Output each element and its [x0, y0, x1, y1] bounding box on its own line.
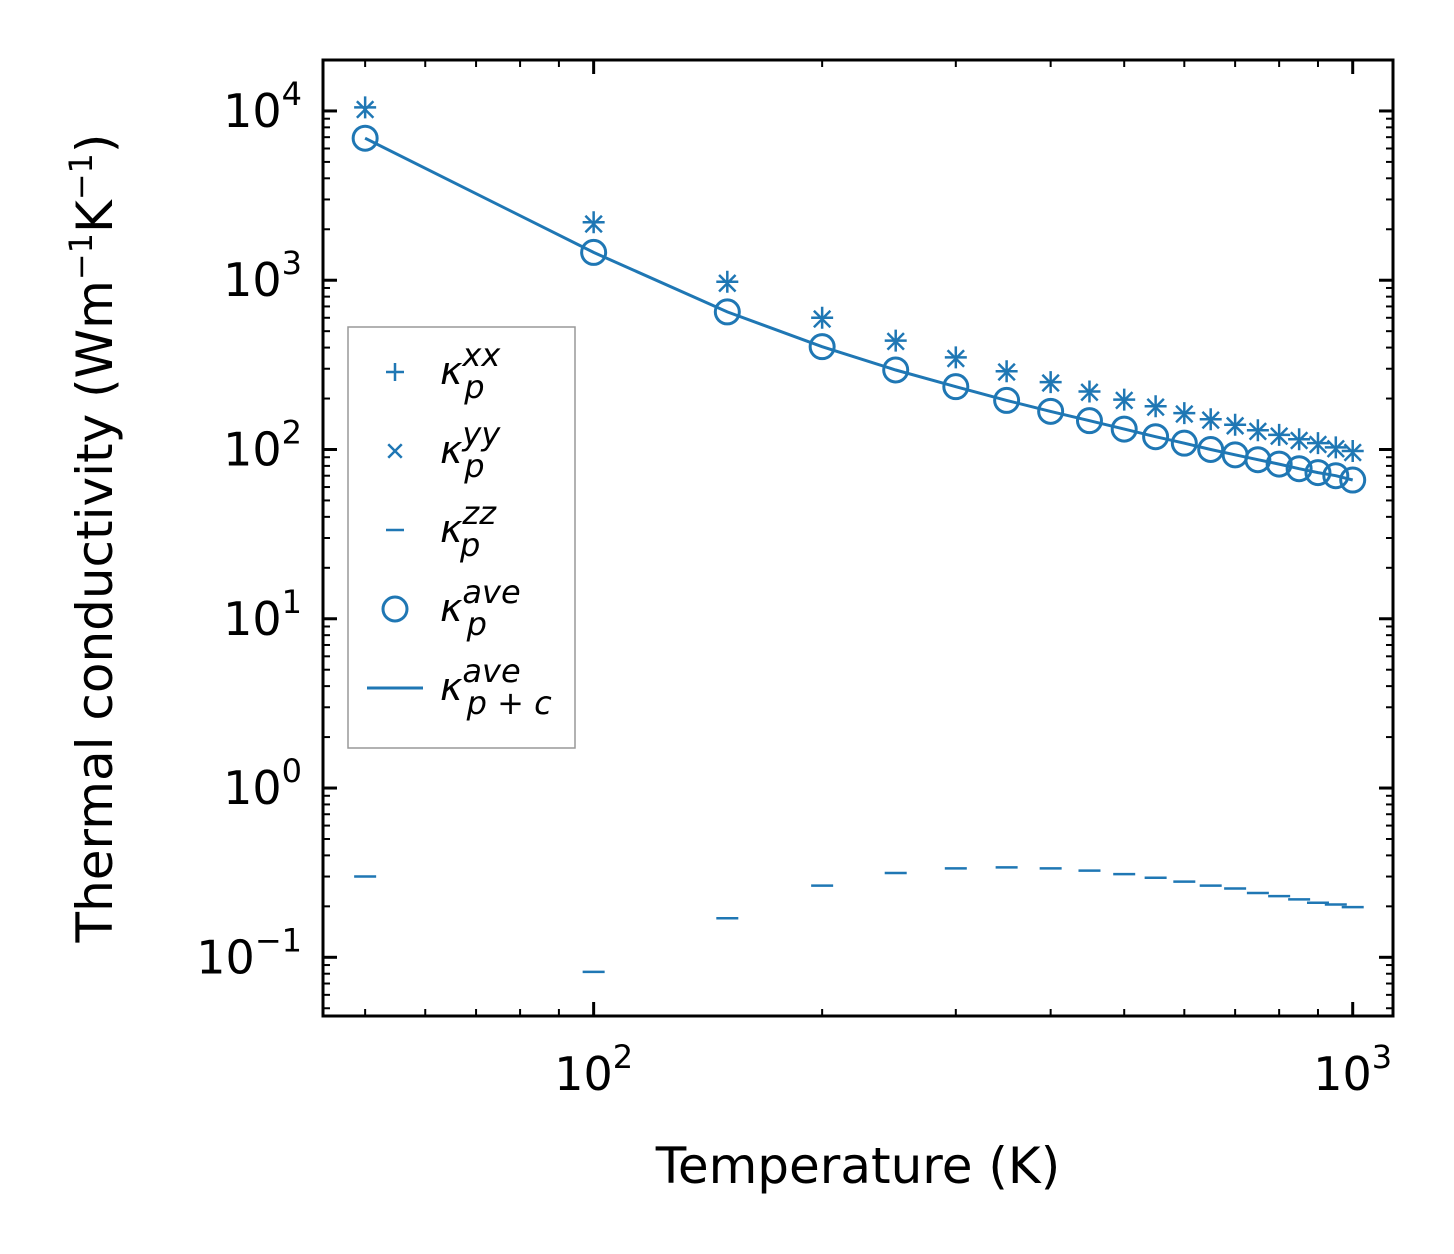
y-tick-label: 102 [223, 413, 302, 476]
legend-label-kappa_pc_ave: κave p + c [440, 652, 552, 722]
point-kappa_p_yy [1041, 373, 1060, 393]
y-axis-title-base: Thermal conductivity (Wm [66, 280, 124, 943]
point-kappa_p_ave [1285, 455, 1313, 483]
y-tick-label: 100 [223, 752, 302, 815]
y-axis-title-sup1: −1 [62, 233, 100, 280]
point-kappa_p_yy [1270, 426, 1289, 446]
legend-label-kappa_p_zz: κzz p [440, 494, 497, 564]
point-kappa_p_yy [946, 349, 965, 368]
legend-entry-kappa_p_ave: κave p [381, 573, 521, 643]
point-kappa_p_ave [351, 124, 379, 152]
y-tick-label: 103 [223, 244, 302, 307]
point-kappa_p_ave [1339, 466, 1367, 494]
legend-entry-kappa_pc_ave: κave p + c [367, 652, 552, 722]
point-kappa_p_ave [1265, 450, 1293, 478]
point-kappa_p_ave [1197, 435, 1225, 463]
point-kappa_p_ave [1037, 397, 1065, 425]
point-kappa_p_ave [1304, 459, 1332, 487]
x-tick-label: 103 [1313, 1038, 1392, 1101]
line-kappa_pc_ave [364, 136, 1354, 482]
point-kappa_p_ave [1244, 446, 1272, 474]
legend: κxx p κyy p κzz p κave p κave p + c [347, 326, 576, 749]
point-kappa_p_yy [1080, 383, 1099, 402]
y-tick-label: 101 [223, 583, 302, 646]
point-kappa_p_yy [1115, 391, 1134, 410]
series-kappa_pc_ave [364, 136, 1354, 482]
y-tick-label: 10−1 [196, 921, 302, 984]
point-kappa_p_yy [1225, 416, 1245, 435]
point-kappa_p_yy [1326, 439, 1345, 458]
point-kappa_p_yy [1175, 404, 1194, 424]
series-kappa_p_yy [356, 100, 1362, 462]
point-kappa_p_ave [808, 333, 836, 361]
point-kappa_p_ave [1322, 462, 1350, 490]
point-kappa_p_yy [1289, 431, 1309, 450]
tick-labels: 104 103 102 101 100 10−1 102 103 [196, 75, 1392, 1101]
point-kappa_p_ave [1142, 423, 1170, 451]
point-kappa_p_ave [882, 356, 910, 384]
series-kappa_p_ave [351, 124, 1367, 494]
point-kappa_p_yy [886, 332, 905, 351]
point-kappa_p_yy [356, 100, 375, 119]
point-kappa_p_yy [584, 214, 603, 234]
legend-label-kappa_p_xx: κxx p [440, 336, 501, 406]
data-series [351, 96, 1367, 974]
legend-entry-kappa_p_zz: κzz p [386, 494, 497, 564]
y-axis-title-sup2: −1 [62, 153, 100, 200]
point-kappa_p_yy [1248, 422, 1268, 441]
point-kappa_p_yy [1308, 435, 1328, 454]
legend-marker-kappa_p_ave [381, 595, 409, 623]
point-kappa_p_ave [1110, 415, 1138, 443]
point-kappa_p_yy [718, 274, 737, 293]
legend-label-kappa_p_yy: κyy p [440, 415, 501, 485]
legend-label-kappa_p_ave: κave p [440, 573, 521, 643]
y-tick-label: 104 [223, 75, 302, 138]
point-kappa_p_yy [1146, 397, 1165, 417]
point-kappa_p_ave [942, 373, 970, 401]
point-kappa_p_yy [1201, 411, 1220, 430]
legend-marker-kappa_p_xx [386, 363, 404, 381]
point-kappa_p_ave [1075, 407, 1103, 435]
point-kappa_p_ave [713, 298, 741, 326]
point-kappa_p_yy [997, 362, 1016, 382]
y-axis-title-end: ) [66, 134, 124, 154]
legend-entry-kappa_p_yy: κyy p [387, 415, 501, 485]
point-kappa_p_ave [993, 386, 1021, 414]
x-axis-title: Temperature (K) [655, 1137, 1060, 1195]
y-axis-title-mid: K [66, 199, 124, 233]
point-kappa_p_xx [354, 96, 377, 119]
legend-frame [347, 326, 576, 749]
legend-marker-kappa_p_yy [387, 443, 403, 459]
point-kappa_p_yy [813, 309, 832, 329]
point-kappa_p_ave [580, 238, 608, 266]
point-kappa_p_ave [1170, 429, 1198, 457]
point-kappa_p_yy [1343, 443, 1362, 462]
series-kappa_p_zz [354, 866, 1364, 974]
legend-entry-kappa_p_xx: κxx p [386, 336, 501, 406]
x-tick-label: 102 [554, 1038, 633, 1101]
y-axis-title: Thermal conductivity (Wm−1K−1) [62, 134, 124, 944]
plot-area-frame [321, 58, 1395, 1018]
